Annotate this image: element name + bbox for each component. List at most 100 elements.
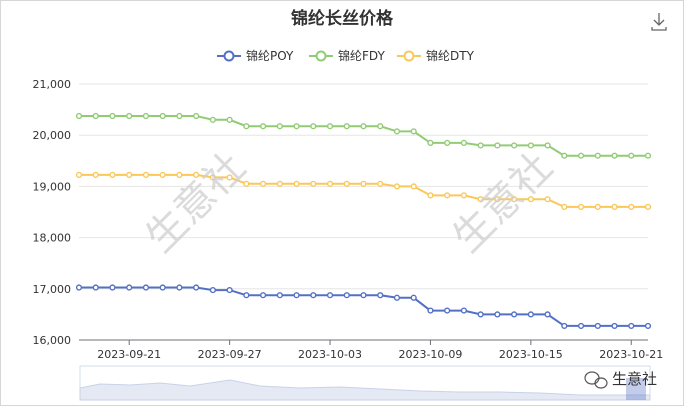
data-point[interactable] <box>511 142 518 149</box>
data-point[interactable] <box>544 311 551 318</box>
data-point[interactable] <box>611 203 618 210</box>
data-point[interactable] <box>410 294 417 301</box>
data-point[interactable] <box>527 196 534 203</box>
data-point[interactable] <box>276 123 283 130</box>
download-icon[interactable] <box>651 13 667 31</box>
data-point[interactable] <box>377 180 384 187</box>
data-point[interactable] <box>343 123 350 130</box>
data-point[interactable] <box>628 322 635 330</box>
data-point[interactable] <box>511 311 518 318</box>
data-point[interactable] <box>293 292 300 299</box>
data-point[interactable] <box>393 294 401 301</box>
data-point[interactable] <box>561 203 568 210</box>
data-point[interactable] <box>326 292 334 299</box>
data-point[interactable] <box>577 203 585 210</box>
data-point[interactable] <box>561 152 568 159</box>
data-point[interactable] <box>159 284 166 291</box>
data-point[interactable] <box>226 174 233 181</box>
data-point[interactable] <box>477 142 484 149</box>
data-point[interactable] <box>360 123 367 130</box>
data-point[interactable] <box>226 116 233 123</box>
data-point[interactable] <box>243 123 250 130</box>
data-point[interactable] <box>410 128 417 135</box>
data-point[interactable] <box>460 192 468 199</box>
data-point[interactable] <box>628 203 635 210</box>
data-point[interactable] <box>377 292 384 299</box>
data-point[interactable] <box>176 171 183 178</box>
data-point[interactable] <box>75 112 83 120</box>
data-point[interactable] <box>243 292 250 299</box>
data-point[interactable] <box>644 152 652 159</box>
data-point[interactable] <box>109 171 116 178</box>
data-point[interactable] <box>75 284 83 291</box>
data-point[interactable] <box>293 180 300 187</box>
data-point[interactable] <box>444 307 451 314</box>
data-point[interactable] <box>561 322 568 330</box>
data-point[interactable] <box>360 180 367 187</box>
data-point[interactable] <box>326 180 334 187</box>
data-point[interactable] <box>159 112 166 120</box>
data-point[interactable] <box>259 123 267 130</box>
data-point[interactable] <box>310 292 317 299</box>
data-point[interactable] <box>527 311 534 318</box>
data-point[interactable] <box>577 152 585 159</box>
data-point[interactable] <box>193 112 200 120</box>
data-point[interactable] <box>310 180 317 187</box>
data-point[interactable] <box>310 123 317 130</box>
data-point[interactable] <box>393 128 401 135</box>
legend-item[interactable]: 锦纶DTY <box>397 49 475 63</box>
data-point[interactable] <box>343 292 350 299</box>
data-point[interactable] <box>243 180 250 187</box>
legend-item[interactable]: 锦纶FDY <box>309 49 385 63</box>
data-point[interactable] <box>444 192 451 199</box>
data-point[interactable] <box>126 171 133 178</box>
data-point[interactable] <box>142 171 150 178</box>
data-point[interactable] <box>109 284 116 291</box>
data-point[interactable] <box>427 139 434 146</box>
data-point[interactable] <box>92 171 99 178</box>
data-point[interactable] <box>494 142 501 149</box>
data-point[interactable] <box>460 307 468 314</box>
data-point[interactable] <box>176 112 183 120</box>
data-point[interactable] <box>209 116 216 123</box>
data-point[interactable] <box>360 292 367 299</box>
data-point[interactable] <box>427 192 434 199</box>
data-point[interactable] <box>594 322 601 330</box>
data-point[interactable] <box>92 284 99 291</box>
data-point[interactable] <box>393 183 401 190</box>
data-point[interactable] <box>494 311 501 318</box>
data-point[interactable] <box>193 284 200 291</box>
data-point[interactable] <box>209 286 216 294</box>
data-point[interactable] <box>611 322 618 330</box>
data-point[interactable] <box>444 139 451 146</box>
data-point[interactable] <box>142 112 150 120</box>
data-point[interactable] <box>460 139 468 146</box>
data-point[interactable] <box>142 284 150 291</box>
data-point[interactable] <box>126 284 133 291</box>
data-point[interactable] <box>126 112 133 120</box>
data-point[interactable] <box>326 123 334 130</box>
data-point[interactable] <box>628 152 635 159</box>
data-point[interactable] <box>427 307 434 314</box>
data-point[interactable] <box>159 171 166 178</box>
data-point[interactable] <box>92 112 99 120</box>
data-point[interactable] <box>511 196 518 203</box>
data-point[interactable] <box>594 152 601 159</box>
data-point[interactable] <box>544 142 551 149</box>
data-point[interactable] <box>594 203 601 210</box>
data-point[interactable] <box>611 152 618 159</box>
data-zoom-handle[interactable] <box>626 378 646 400</box>
data-point[interactable] <box>343 180 350 187</box>
data-point[interactable] <box>176 284 183 291</box>
data-point[interactable] <box>75 171 83 178</box>
data-point[interactable] <box>410 183 417 190</box>
data-point[interactable] <box>477 196 484 203</box>
legend-item[interactable]: 锦纶POY <box>217 49 294 63</box>
data-zoom-slider[interactable] <box>79 365 651 401</box>
data-point[interactable] <box>644 322 652 330</box>
data-point[interactable] <box>377 123 384 130</box>
data-point[interactable] <box>644 203 652 210</box>
data-point[interactable] <box>293 123 300 130</box>
data-point[interactable] <box>477 311 484 318</box>
data-point[interactable] <box>276 180 283 187</box>
